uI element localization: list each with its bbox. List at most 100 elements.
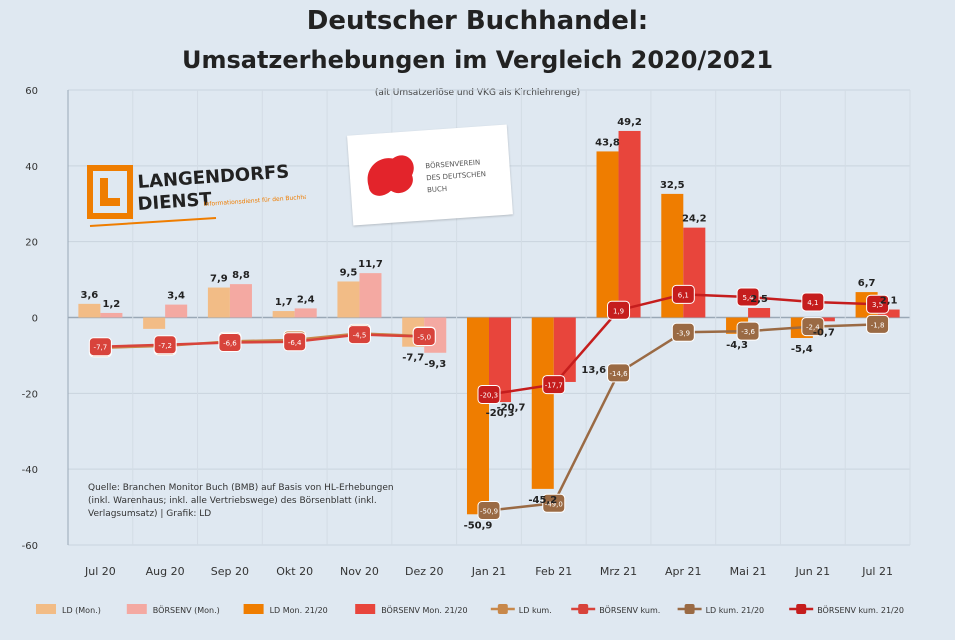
boersenverein-emblem-icon [367, 155, 414, 196]
legend-swatch [243, 604, 264, 614]
y-tick-label: 0 [32, 314, 38, 325]
line-data-label: -20,3 [480, 391, 498, 399]
bar-data-label: -7,7 [402, 353, 424, 364]
line-data-label: -5,0 [417, 333, 431, 341]
legend-label: BÖRSENV Mon. 21/20 [381, 605, 467, 615]
langendorfs-name-line1: LANGENDORFS [137, 161, 290, 193]
bar [359, 273, 382, 318]
line-marker [412, 326, 436, 346]
line-data-label: 5,4 [743, 294, 755, 302]
legend-label: LD (Mon.) [62, 606, 101, 615]
line-marker [347, 325, 371, 345]
legend-swatch [36, 604, 56, 614]
bar-data-label: -45,2 [528, 495, 557, 506]
line-data-label: -2,4 [806, 324, 820, 332]
line-data-label: 1,9 [613, 307, 624, 315]
line-marker [671, 284, 695, 304]
bar [618, 130, 641, 318]
line-data-label: -14,6 [609, 370, 628, 378]
line-data-label: 3,5 [872, 301, 883, 309]
bar [489, 317, 512, 403]
y-tick-label: -20 [22, 389, 38, 400]
x-tick-label: Jun 21 [795, 565, 831, 578]
x-tick-label: Feb 21 [535, 565, 572, 578]
x-tick-label: Nov 20 [340, 565, 379, 578]
line-marker [801, 317, 825, 337]
bar-data-label: 49,2 [617, 117, 642, 128]
bar-data-label: 3,6 [81, 290, 99, 301]
x-tick-label: Jul 21 [861, 565, 893, 578]
line-marker [801, 292, 825, 312]
bar [78, 303, 101, 318]
line-data-label: 4,1 [807, 299, 818, 307]
line-marker [153, 335, 177, 355]
langendorfs-logo: LANGENDORFS DIENST Informationsdienst fü… [86, 148, 321, 238]
bar-layer [78, 130, 900, 515]
y-tick-label: 20 [25, 238, 38, 249]
y-tick-label: -60 [22, 541, 38, 552]
langendorfs-name-line2: DIENST [137, 189, 213, 215]
bar [143, 317, 166, 329]
legend-swatch [126, 604, 147, 614]
bar-data-label: -5,4 [791, 344, 813, 355]
bar-data-label: 32,5 [660, 180, 685, 191]
x-tick-label: Jul 20 [84, 565, 116, 578]
bar-data-label: -0,7 [813, 327, 835, 338]
line-marker [866, 294, 890, 314]
legend-label: BÖRSENV kum. 21/20 [817, 605, 904, 615]
boersenverein-line2: DES DEUTSCHEN [426, 170, 486, 182]
line-marker [218, 333, 242, 353]
boersenverein-logo-svg: BÖRSENVEREIN DES DEUTSCHEN BUCH [367, 155, 486, 196]
y-tick-label: 60 [25, 86, 38, 97]
bar [165, 304, 188, 318]
y-tick-label: 40 [25, 162, 38, 173]
bar-data-label: -50,9 [464, 520, 493, 531]
line-data-label: 6,1 [678, 291, 689, 299]
bar-data-label: -9,3 [424, 359, 446, 370]
x-tick-label: Jan 21 [471, 565, 506, 578]
source-note: Quelle: Branchen Monitor Buch (BMB) auf … [88, 483, 394, 519]
line-marker [736, 287, 760, 307]
bar-data-label: 7,9 [210, 274, 228, 285]
bar-data-label: 1,7 [275, 297, 293, 308]
bar [229, 284, 252, 318]
line-data-label: -1,8 [871, 321, 885, 329]
line-data-label: -6,6 [223, 340, 237, 348]
line-data-label: -4,5 [353, 332, 367, 340]
line-data-label: -3,6 [741, 328, 755, 336]
bar [207, 287, 230, 318]
x-tick-label: Mai 21 [730, 565, 767, 578]
bar-data-label: 3,4 [167, 291, 185, 302]
bar-data-label: 6,7 [858, 278, 876, 289]
langendorfs-tagline: Informationsdienst für den Buchhandel [204, 193, 306, 208]
legend-swatch [355, 604, 376, 614]
extra-data-label: -20,7 [497, 402, 526, 413]
boersenverein-logo: BÖRSENVEREIN DES DEUTSCHEN BUCH [347, 124, 513, 226]
y-tick-label: -40 [22, 465, 38, 476]
chart-title-line2: Umsatzerhebungen im Vergleich 2020/2021 [181, 46, 774, 74]
bar [596, 151, 619, 318]
bar-data-label: -20,3 [486, 408, 515, 419]
extra-data-label: 13,6 [581, 365, 606, 376]
legend-label: LD Mon. 21/20 [270, 606, 328, 615]
bar [337, 281, 360, 318]
bar-data-label: 2,1 [880, 296, 898, 307]
langendorfs-logo-svg: LANGENDORFS DIENST Informationsdienst fü… [87, 161, 321, 227]
line-data-label: -49,0 [545, 500, 563, 508]
bar [294, 308, 317, 318]
bar [100, 312, 123, 318]
legend-label: BÖRSENV (Mon.) [153, 605, 220, 615]
x-tick-label: Apr 21 [665, 565, 702, 578]
line-marker [866, 314, 890, 334]
line-marker [477, 384, 501, 404]
x-tick-label: Dez 20 [405, 565, 444, 578]
bar-data-label: 9,5 [340, 267, 358, 278]
legend-marker [578, 604, 589, 614]
legend-marker [684, 604, 695, 614]
bar [466, 317, 489, 515]
legend-marker [796, 604, 807, 614]
bar-data-label: 43,8 [595, 137, 620, 148]
line-marker [88, 337, 112, 357]
line-marker [671, 322, 695, 342]
